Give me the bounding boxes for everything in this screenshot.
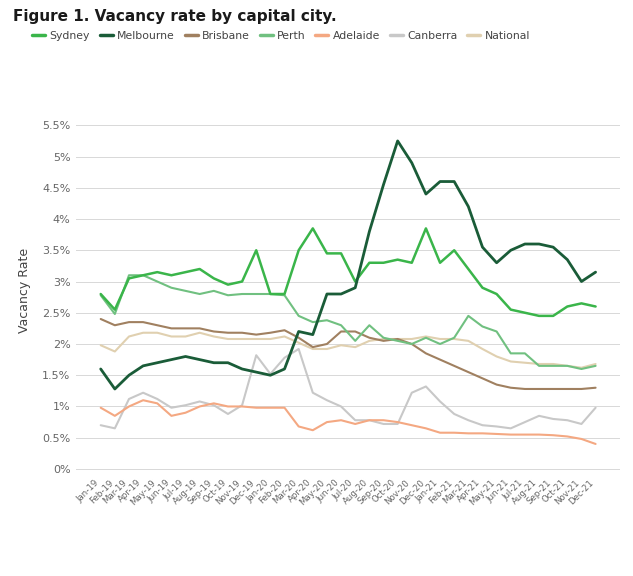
Y-axis label: Vacancy Rate: Vacancy Rate [18, 248, 31, 334]
Text: Figure 1. Vacancy rate by capital city.: Figure 1. Vacancy rate by capital city. [13, 9, 336, 24]
Legend: Sydney, Melbourne, Brisbane, Perth, Adelaide, Canberra, National: Sydney, Melbourne, Brisbane, Perth, Adel… [32, 31, 530, 41]
